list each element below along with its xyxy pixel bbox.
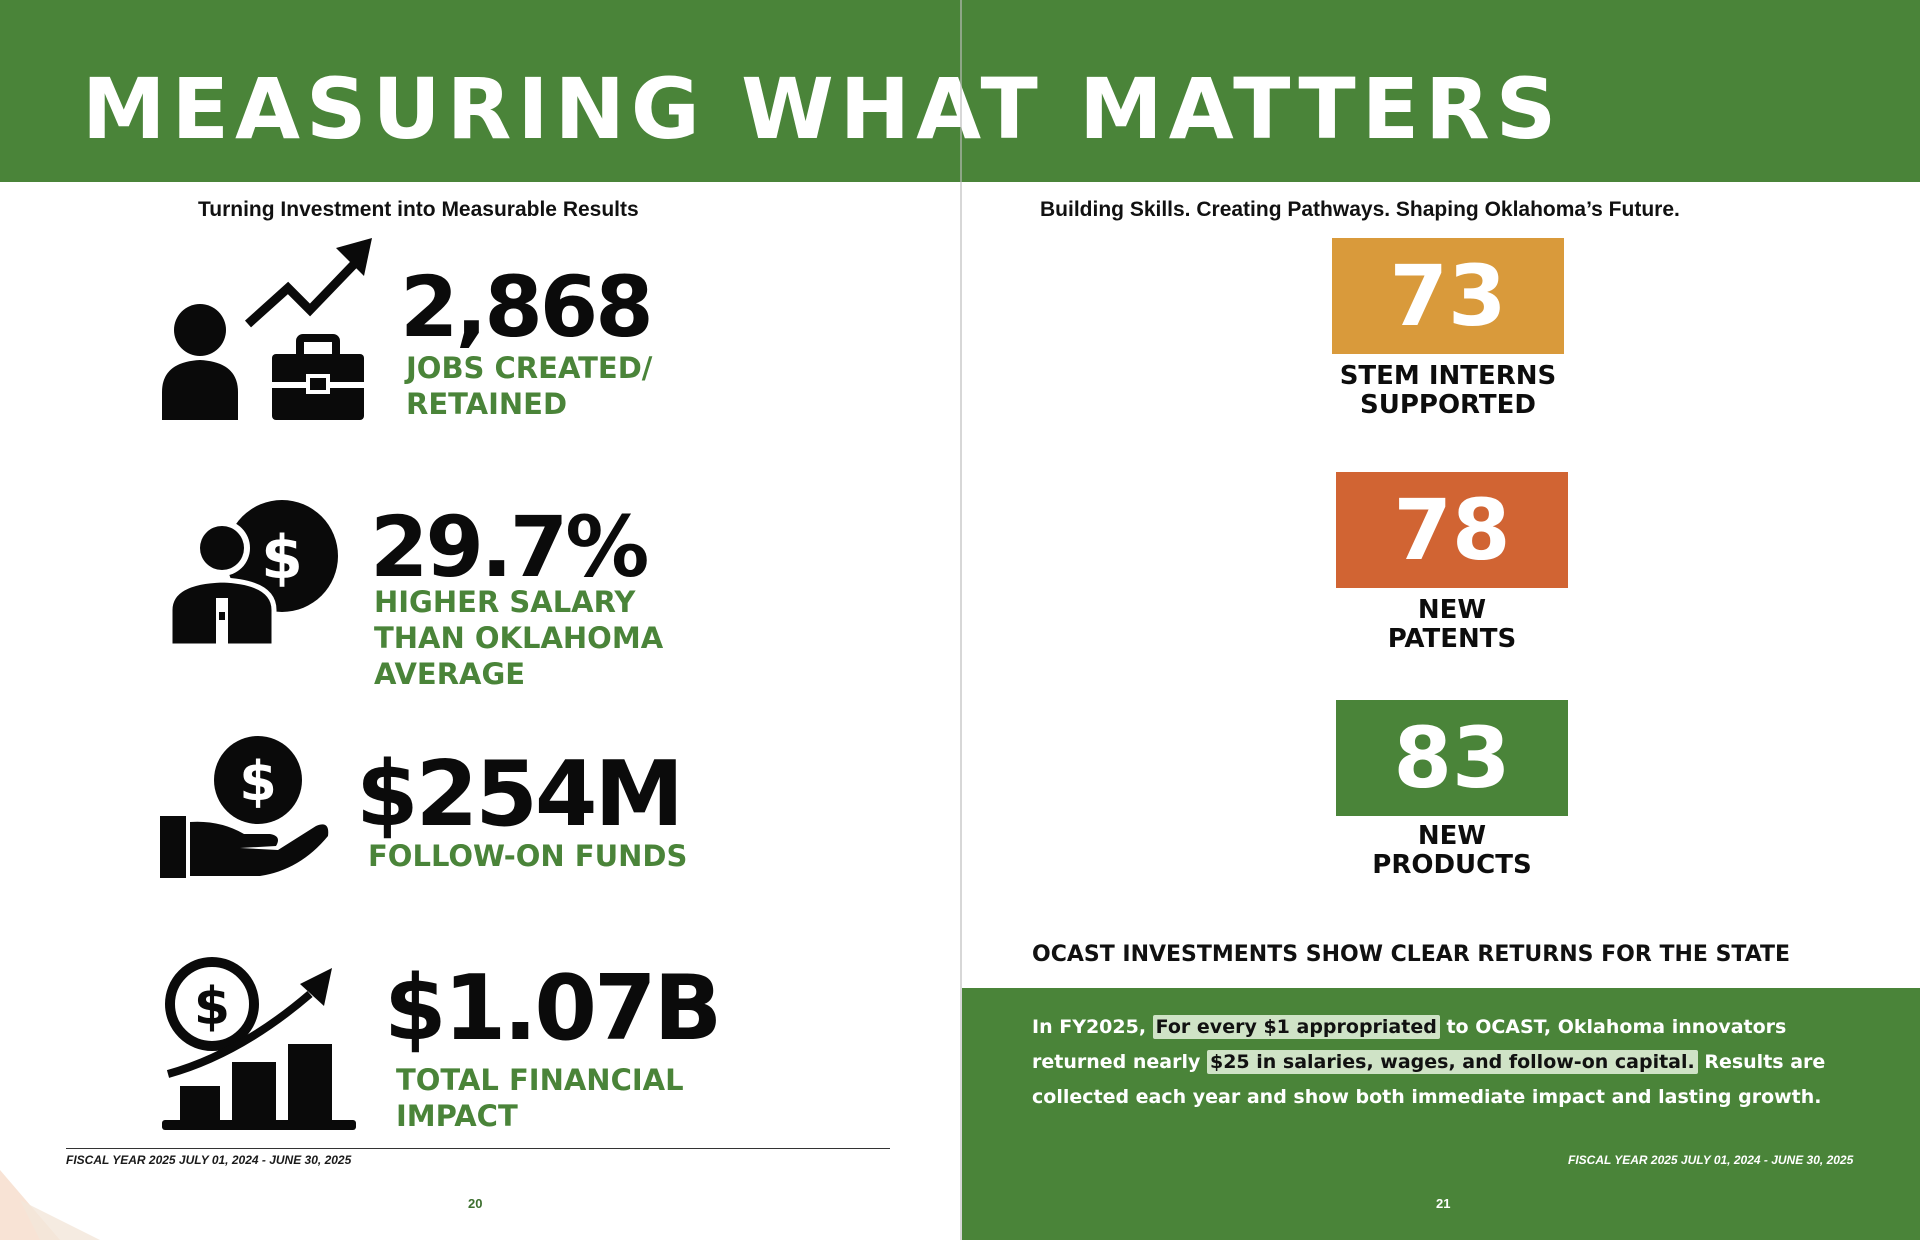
footer-rule bbox=[66, 1148, 890, 1149]
left-footer-note: FISCAL YEAR 2025 JULY 01, 2024 - JUNE 30… bbox=[66, 1153, 352, 1167]
left-page-number: 20 bbox=[468, 1196, 483, 1211]
metric-label-jobs: JOBS CREATED/ RETAINED bbox=[406, 351, 653, 421]
metric-value-jobs: 2,868 bbox=[400, 258, 654, 356]
paragraph-text: In FY2025, bbox=[1032, 1016, 1153, 1038]
svg-text:$: $ bbox=[194, 977, 230, 1037]
stat-box-patents: 78 bbox=[1336, 472, 1568, 588]
person-briefcase-growth-icon bbox=[162, 238, 372, 420]
corner-decoration bbox=[0, 1170, 100, 1240]
right-footer-note: FISCAL YEAR 2025 JULY 01, 2024 - JUNE 30… bbox=[1568, 1153, 1854, 1167]
returns-paragraph: In FY2025, For every $1 appropriated to … bbox=[1032, 1010, 1862, 1115]
person-dollar-icon: $ bbox=[167, 500, 338, 649]
metric-value-impact: $1.07B bbox=[384, 956, 722, 1061]
stat-box-products: 83 bbox=[1336, 700, 1568, 816]
left-subtitle: Turning Investment into Measurable Resul… bbox=[198, 198, 639, 221]
metric-label-salary: HIGHER SALARY THAN OKLAHOMA AVERAGE bbox=[374, 585, 664, 691]
page-title: MEASURING WHAT MATTERS bbox=[82, 60, 1563, 158]
stat-label-patents: NEW PATENTS bbox=[1387, 595, 1517, 654]
page-spine-divider bbox=[960, 0, 962, 1240]
stat-label-interns: STEM INTERNS SUPPORTED bbox=[1339, 361, 1557, 420]
returns-panel bbox=[962, 988, 1920, 1240]
dollar-growth-chart-icon: $ bbox=[162, 957, 356, 1130]
metric-value-salary: 29.7% bbox=[370, 498, 649, 596]
stat-label-products: NEW PRODUCTS bbox=[1372, 821, 1532, 880]
metric-value-funds: $254M bbox=[356, 742, 684, 847]
metric-label-impact: TOTAL FINANCIAL IMPACT bbox=[396, 1063, 684, 1133]
right-subtitle: Building Skills. Creating Pathways. Shap… bbox=[1040, 198, 1680, 221]
section-heading: OCAST INVESTMENTS SHOW CLEAR RETURNS FOR… bbox=[1032, 942, 1791, 967]
svg-text:$: $ bbox=[261, 523, 303, 593]
paragraph-text: to OCAST, Oklahoma innovators returned n… bbox=[1032, 1016, 1787, 1073]
paragraph-text: Results are collected each year and show… bbox=[1032, 1051, 1826, 1108]
highlight-returns: $25 in salaries, wages, and follow-on ca… bbox=[1206, 1050, 1698, 1074]
svg-text:$: $ bbox=[239, 750, 277, 813]
stat-box-interns: 73 bbox=[1332, 238, 1564, 354]
highlight-appropriated: For every $1 appropriated bbox=[1152, 1015, 1440, 1039]
metric-label-funds: FOLLOW-ON FUNDS bbox=[368, 839, 688, 873]
right-page-number: 21 bbox=[1436, 1196, 1451, 1211]
hand-coin-icon: $ bbox=[160, 736, 329, 878]
